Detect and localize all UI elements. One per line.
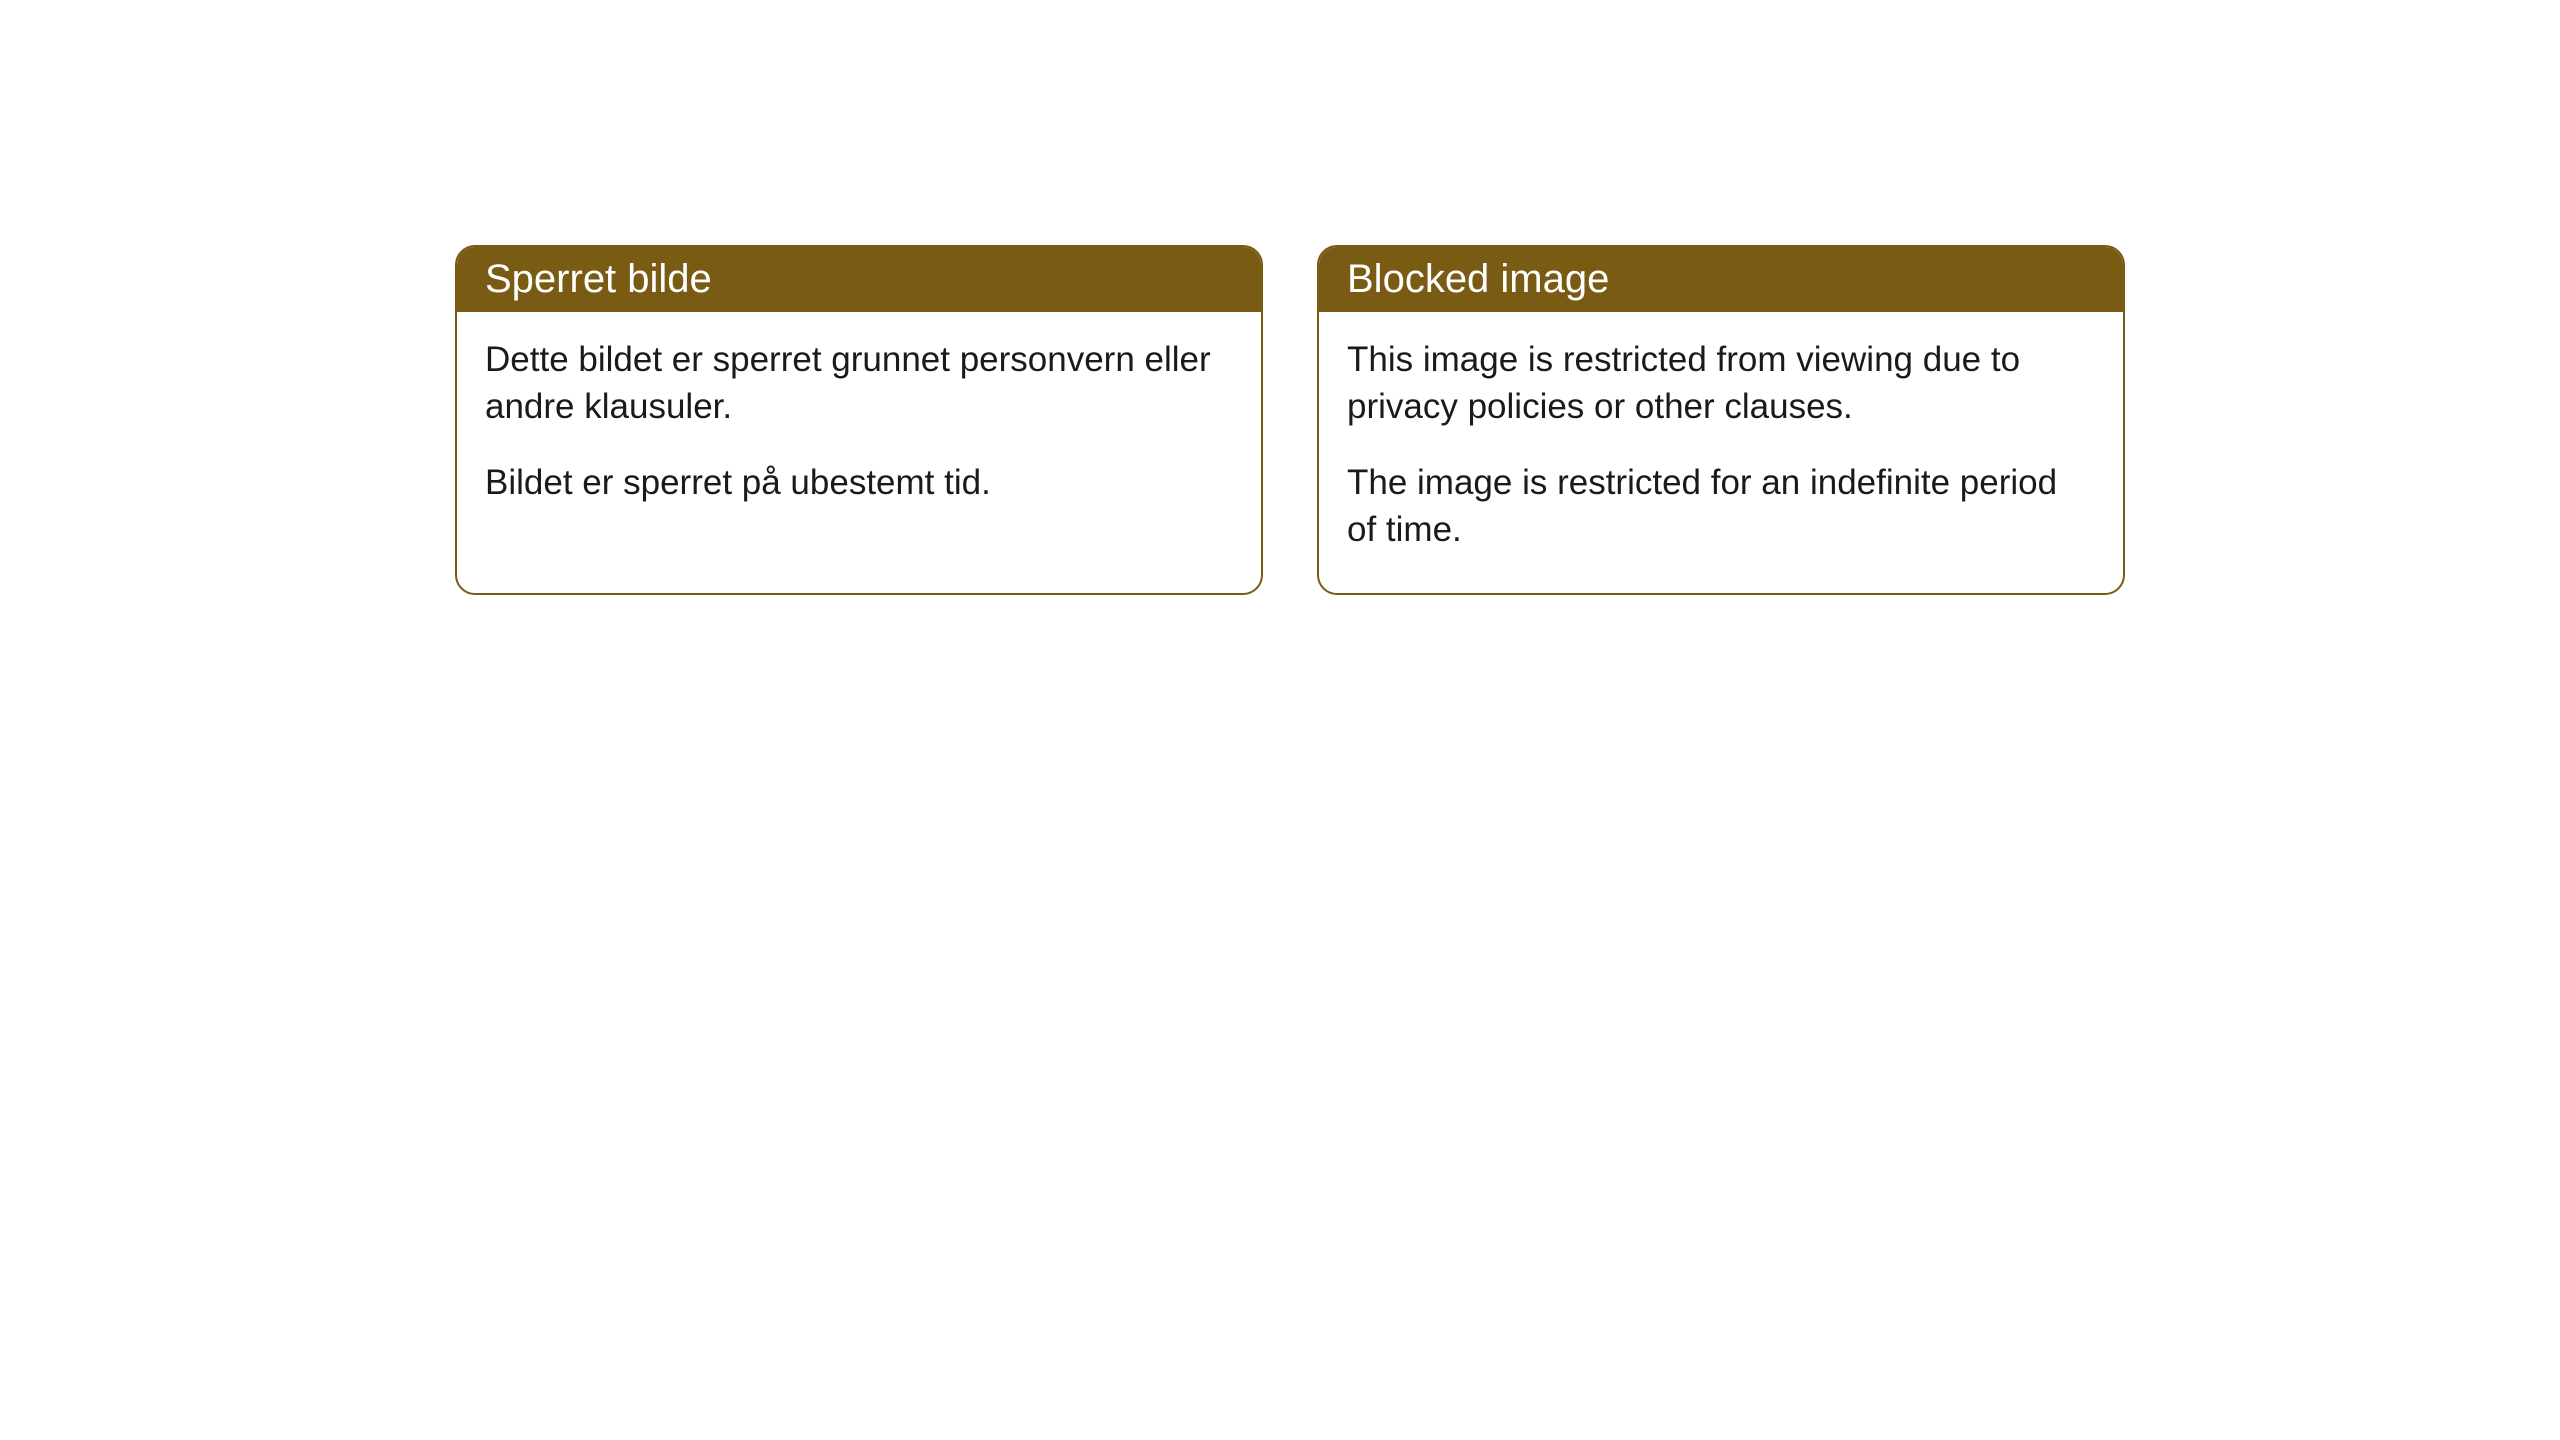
card-header-norwegian: Sperret bilde [457, 247, 1261, 312]
card-paragraph: This image is restricted from viewing du… [1347, 336, 2095, 431]
card-title: Sperret bilde [485, 257, 712, 301]
notice-card-norwegian: Sperret bilde Dette bildet er sperret gr… [455, 245, 1263, 595]
notice-card-english: Blocked image This image is restricted f… [1317, 245, 2125, 595]
card-body-norwegian: Dette bildet er sperret grunnet personve… [457, 312, 1261, 546]
card-body-english: This image is restricted from viewing du… [1319, 312, 2123, 593]
card-paragraph: Dette bildet er sperret grunnet personve… [485, 336, 1233, 431]
card-paragraph: The image is restricted for an indefinit… [1347, 459, 2095, 554]
card-paragraph: Bildet er sperret på ubestemt tid. [485, 459, 1233, 506]
card-title: Blocked image [1347, 257, 1609, 301]
card-header-english: Blocked image [1319, 247, 2123, 312]
notice-cards-container: Sperret bilde Dette bildet er sperret gr… [455, 245, 2125, 595]
